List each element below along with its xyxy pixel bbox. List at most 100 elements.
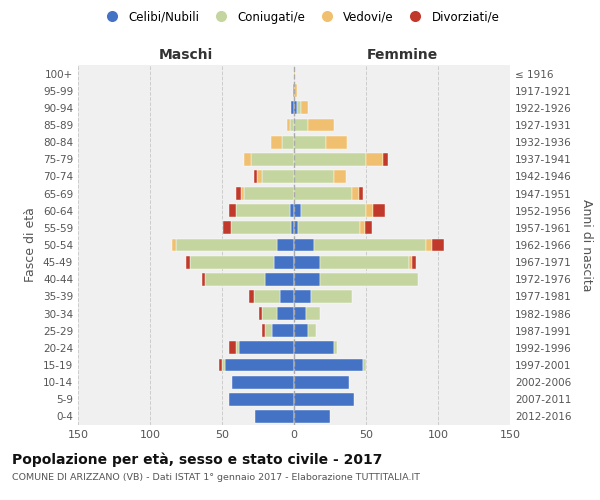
Text: Popolazione per età, sesso e stato civile - 2017: Popolazione per età, sesso e stato civil… [12, 452, 382, 467]
Bar [320, 256, 409, 268]
Bar [412, 256, 416, 268]
Text: COMUNE DI ARIZZANO (VB) - Dati ISTAT 1° gennaio 2017 - Elaborazione TUTTITALIA.I: COMUNE DI ARIZZANO (VB) - Dati ISTAT 1° … [12, 472, 420, 482]
Bar [262, 307, 277, 320]
Bar [232, 376, 294, 388]
Bar [262, 170, 294, 183]
Bar [222, 358, 225, 372]
Bar [294, 187, 352, 200]
Bar [229, 342, 236, 354]
Bar [326, 136, 347, 148]
Bar [291, 102, 294, 114]
Bar [274, 256, 294, 268]
Bar [294, 67, 295, 80]
Bar [291, 222, 294, 234]
Bar [250, 290, 254, 303]
Bar [251, 153, 294, 166]
Bar [294, 118, 308, 132]
Bar [236, 187, 241, 200]
Bar [241, 187, 244, 200]
Bar [363, 358, 366, 372]
Bar [294, 410, 330, 423]
Bar [409, 256, 412, 268]
Bar [176, 238, 277, 252]
Bar [287, 118, 290, 132]
Bar [294, 376, 349, 388]
Bar [283, 136, 294, 148]
Bar [254, 170, 257, 183]
Bar [294, 222, 298, 234]
Bar [265, 324, 272, 337]
Bar [219, 358, 222, 372]
Bar [294, 136, 326, 148]
Bar [432, 238, 444, 252]
Bar [294, 153, 366, 166]
Bar [360, 222, 365, 234]
Bar [265, 273, 294, 285]
Bar [301, 102, 308, 114]
Bar [236, 204, 290, 217]
Y-axis label: Fasce di età: Fasce di età [25, 208, 37, 282]
Bar [277, 238, 294, 252]
Bar [297, 102, 301, 114]
Bar [294, 256, 320, 268]
Bar [294, 324, 308, 337]
Bar [294, 393, 355, 406]
Bar [352, 187, 359, 200]
Bar [301, 204, 366, 217]
Bar [230, 222, 291, 234]
Bar [236, 342, 239, 354]
Bar [365, 222, 372, 234]
Bar [359, 187, 363, 200]
Bar [294, 290, 311, 303]
Bar [314, 238, 427, 252]
Legend: Celibi/Nubili, Coniugati/e, Vedovi/e, Divorziati/e: Celibi/Nubili, Coniugati/e, Vedovi/e, Di… [96, 6, 504, 28]
Bar [271, 136, 283, 148]
Bar [172, 238, 176, 252]
Bar [366, 204, 373, 217]
Bar [294, 342, 334, 354]
Bar [259, 307, 262, 320]
Bar [255, 410, 294, 423]
Bar [427, 238, 432, 252]
Bar [311, 290, 352, 303]
Bar [308, 324, 316, 337]
Bar [294, 307, 305, 320]
Bar [366, 153, 383, 166]
Bar [308, 118, 334, 132]
Bar [293, 84, 294, 97]
Bar [244, 153, 251, 166]
Text: Maschi: Maschi [159, 48, 213, 62]
Bar [257, 170, 262, 183]
Bar [294, 238, 314, 252]
Bar [205, 273, 265, 285]
Bar [373, 204, 385, 217]
Bar [254, 290, 280, 303]
Bar [298, 222, 360, 234]
Bar [294, 204, 301, 217]
Text: Femmine: Femmine [367, 48, 437, 62]
Y-axis label: Anni di nascita: Anni di nascita [580, 198, 593, 291]
Bar [294, 273, 320, 285]
Bar [186, 256, 190, 268]
Bar [239, 342, 294, 354]
Bar [294, 102, 297, 114]
Bar [383, 153, 388, 166]
Bar [229, 204, 236, 217]
Bar [262, 324, 265, 337]
Bar [294, 358, 363, 372]
Bar [290, 118, 294, 132]
Bar [277, 307, 294, 320]
Bar [244, 187, 294, 200]
Bar [225, 358, 294, 372]
Bar [280, 290, 294, 303]
Bar [320, 273, 418, 285]
Bar [272, 324, 294, 337]
Bar [190, 256, 274, 268]
Bar [229, 393, 294, 406]
Bar [294, 170, 334, 183]
Bar [305, 307, 320, 320]
Bar [334, 170, 346, 183]
Bar [290, 204, 294, 217]
Bar [202, 273, 205, 285]
Bar [334, 342, 337, 354]
